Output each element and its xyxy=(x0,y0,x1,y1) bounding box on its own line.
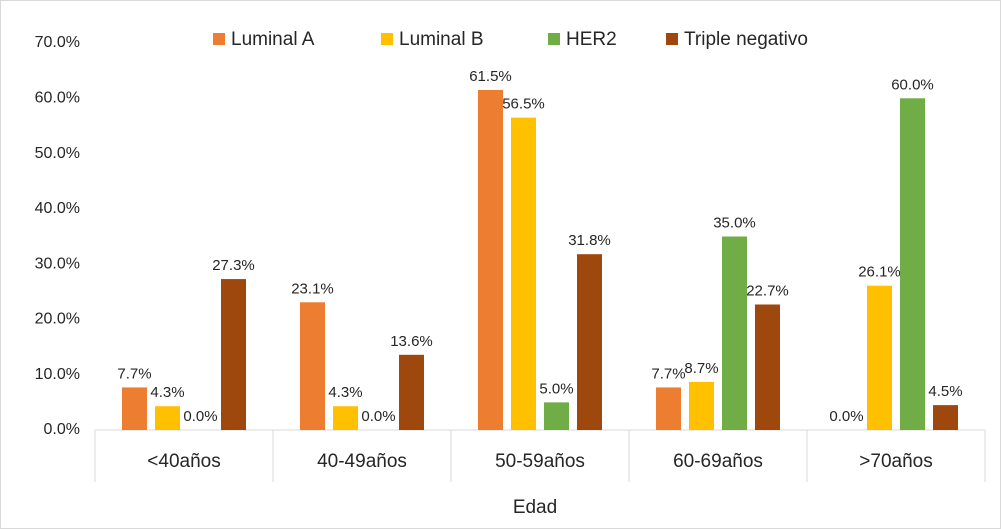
data-label: 4.3% xyxy=(328,384,362,401)
data-label: 23.1% xyxy=(291,280,334,297)
y-tick-label: 0.0% xyxy=(44,421,80,438)
x-tick-label: 60-69años xyxy=(673,451,763,472)
bar xyxy=(689,381,714,430)
data-label: 7.7% xyxy=(117,365,151,382)
bar xyxy=(755,304,780,430)
y-tick-label: 10.0% xyxy=(35,366,80,383)
x-tick-label: >70años xyxy=(859,451,932,472)
data-label: 13.6% xyxy=(390,333,433,350)
data-label: 26.1% xyxy=(858,264,901,281)
bar xyxy=(577,254,602,430)
bar xyxy=(544,402,569,430)
y-tick-label: 50.0% xyxy=(35,145,80,162)
data-label: 4.5% xyxy=(928,383,962,400)
y-tick-label: 70.0% xyxy=(35,34,80,51)
x-tick-label: <40años xyxy=(147,451,220,472)
bar xyxy=(867,285,892,430)
data-label: 7.7% xyxy=(651,365,685,382)
data-label: 5.0% xyxy=(539,380,573,397)
data-label: 0.0% xyxy=(829,408,863,425)
legend-swatch xyxy=(213,33,225,45)
y-tick-label: 60.0% xyxy=(35,90,80,107)
bar xyxy=(399,354,424,430)
data-label: 0.0% xyxy=(183,408,217,425)
data-label: 27.3% xyxy=(212,257,255,274)
bar xyxy=(122,387,147,430)
bar xyxy=(722,236,747,430)
x-tick-label: 50-59años xyxy=(495,451,585,472)
legend-label: HER2 xyxy=(566,29,617,50)
data-label: 8.7% xyxy=(684,360,718,377)
bar xyxy=(478,89,503,430)
bar xyxy=(300,302,325,430)
data-label: 35.0% xyxy=(713,214,756,231)
data-label: 22.7% xyxy=(746,282,789,299)
bar xyxy=(933,405,958,430)
bar xyxy=(333,406,358,430)
data-label: 31.8% xyxy=(568,232,611,249)
legend-label: Triple negativo xyxy=(684,29,808,50)
bar xyxy=(155,406,180,430)
bar xyxy=(221,279,246,430)
data-label: 61.5% xyxy=(469,68,512,85)
x-axis-title: Edad xyxy=(513,497,557,518)
y-tick-label: 30.0% xyxy=(35,255,80,272)
data-label: 0.0% xyxy=(361,408,395,425)
y-tick-label: 40.0% xyxy=(35,200,80,217)
bar xyxy=(511,117,536,430)
y-tick-label: 20.0% xyxy=(35,311,80,328)
data-label: 60.0% xyxy=(891,76,934,93)
legend-swatch xyxy=(381,33,393,45)
bar xyxy=(900,98,925,431)
x-tick-label: 40-49años xyxy=(317,451,407,472)
legend-swatch xyxy=(666,33,678,45)
legend-swatch xyxy=(548,33,560,45)
data-label: 56.5% xyxy=(502,96,545,113)
legend-label: Luminal B xyxy=(399,29,484,50)
bar xyxy=(656,387,681,430)
legend-label: Luminal A xyxy=(231,29,315,50)
data-label: 4.3% xyxy=(150,384,184,401)
